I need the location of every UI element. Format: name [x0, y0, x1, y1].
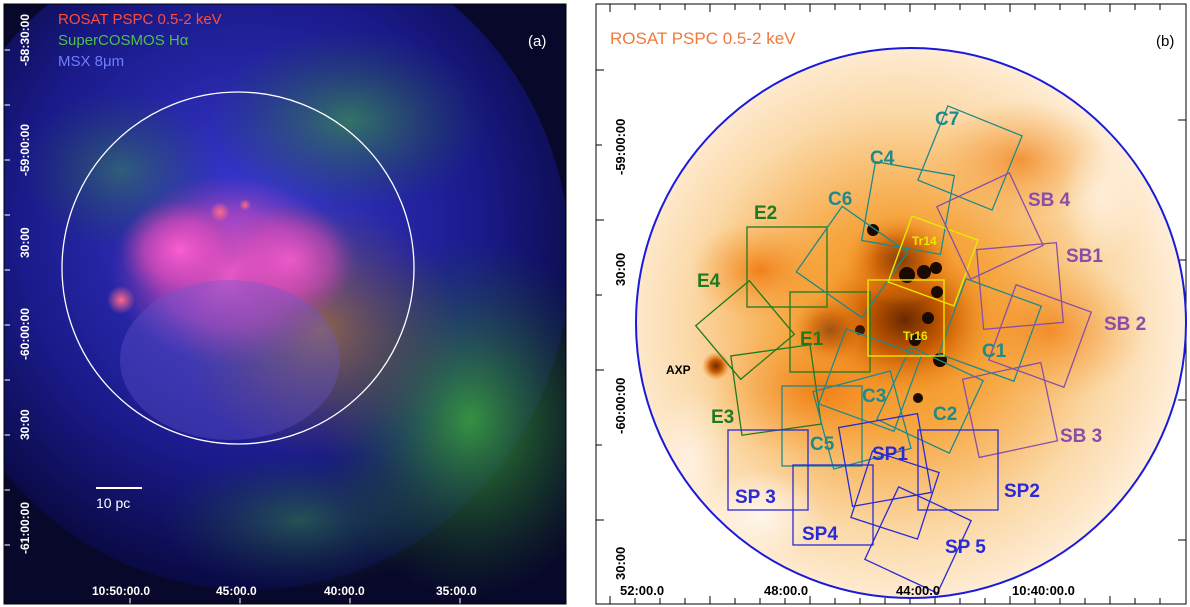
label-c7: C7	[935, 109, 959, 130]
y-tick-label: -60:00:00	[18, 308, 32, 360]
bright-knot	[210, 202, 230, 222]
field-sp2	[917, 429, 999, 511]
y-tick-label: 30:00	[18, 409, 32, 440]
field-sp-center	[850, 450, 940, 540]
panel-label-a: (a)	[528, 33, 546, 50]
label-c5: C5	[810, 434, 835, 455]
field-c7	[917, 105, 1023, 211]
label-sb2: SB 2	[1104, 314, 1146, 335]
point-source	[930, 262, 942, 274]
label-sp2: SP2	[1004, 481, 1040, 502]
field-sp5	[863, 485, 973, 595]
field-e4	[694, 279, 796, 381]
x-tick-label: 44:00.0	[896, 583, 940, 598]
label-sp4: SP4	[802, 524, 838, 545]
field-c3	[812, 370, 912, 470]
field-c6	[795, 205, 909, 319]
x-tick-label: 40:00.0	[324, 584, 365, 598]
legend-halpha: SuperCOSMOS Hα	[58, 32, 189, 49]
label-c4: C4	[870, 148, 895, 169]
label-sb1: SB1	[1066, 246, 1103, 267]
panel-a-frame	[3, 3, 567, 605]
label-e1: E1	[800, 329, 824, 350]
fov-circle	[635, 47, 1187, 599]
tr-fields	[867, 215, 979, 357]
east-fields	[694, 226, 871, 436]
point-source	[913, 393, 923, 403]
bright-knot	[107, 286, 135, 314]
label-c1: C1	[982, 341, 1007, 362]
label-e3: E3	[711, 407, 734, 428]
y-tick-label: -58:30:00	[18, 14, 32, 66]
label-sp5: SP 5	[945, 537, 986, 558]
label-c3: C3	[862, 386, 886, 407]
label-sp3: SP 3	[735, 487, 776, 508]
label-c6: C6	[828, 189, 852, 210]
point-source	[917, 265, 931, 279]
y-tick-label: -60:00:00	[613, 378, 628, 434]
field-c1	[937, 277, 1043, 383]
field-sb1	[975, 241, 1065, 331]
panel-b-title: ROSAT PSPC 0.5-2 keV	[610, 29, 796, 48]
field-c-center	[817, 327, 923, 433]
point-source	[931, 286, 943, 298]
panel-a-image	[4, 4, 566, 600]
point-source	[922, 312, 934, 324]
legend-rosat: ROSAT PSPC 0.5-2 keV	[58, 11, 222, 28]
field-tr14	[887, 215, 979, 307]
y-tick-label: 30:00	[613, 547, 628, 580]
field-sp1	[837, 412, 933, 508]
panel-a-tick-marks	[4, 49, 461, 604]
label-tr14: Tr14	[912, 234, 937, 248]
field-sp3	[727, 429, 809, 511]
x-tick-label: 45:00.0	[216, 584, 257, 598]
x-tick-label: 52:00.0	[620, 583, 664, 598]
field-sp4	[792, 464, 874, 546]
y-tick-label: -61:00:00	[18, 502, 32, 554]
field-c2	[875, 345, 985, 455]
y-tick-label: -59:00:00	[18, 124, 32, 176]
panel-b-top-ticks	[596, 4, 1186, 604]
field-sb3	[961, 361, 1059, 459]
field-sb2	[987, 283, 1093, 389]
x-tick-label: 10:50:00.0	[92, 584, 150, 598]
panel-b-image	[636, 48, 1186, 598]
field-e2	[746, 226, 828, 308]
legend-msx: MSX 8μm	[58, 53, 124, 70]
x-tick-label: 35:00.0	[436, 584, 477, 598]
panel-b: ROSAT PSPC 0.5-2 keV (b)	[595, 3, 1187, 605]
label-tr16: Tr16	[903, 329, 928, 343]
scale-bar-label: 10 pc	[96, 495, 130, 511]
x-tick-label: 48:00.0	[764, 583, 808, 598]
label-sp1: SP1	[872, 444, 908, 465]
field-c5	[781, 385, 863, 467]
x-tick-label: 10:40:00.0	[1012, 583, 1075, 598]
field-sb4	[935, 171, 1045, 281]
label-sb3: SB 3	[1060, 426, 1102, 447]
label-e4: E4	[697, 271, 721, 292]
southwest-fields	[935, 171, 1093, 459]
panel-a: ROSAT PSPC 0.5-2 keV SuperCOSMOS Hα MSX …	[3, 3, 567, 605]
label-sb4: SB 4	[1028, 190, 1071, 211]
y-tick-label: 30:00	[18, 227, 32, 258]
label-axp: AXP	[666, 363, 691, 377]
panel-label-b: (b)	[1156, 33, 1174, 50]
point-source	[899, 267, 915, 283]
point-source	[867, 224, 879, 236]
y-tick-label: -59:00:00	[613, 119, 628, 175]
label-e2: E2	[754, 203, 777, 224]
region-circle	[61, 91, 415, 445]
y-tick-label: 30:00	[613, 253, 628, 286]
point-source	[909, 334, 921, 346]
field-tr16	[867, 279, 945, 357]
label-c2: C2	[933, 404, 957, 425]
south-fields	[727, 412, 999, 595]
